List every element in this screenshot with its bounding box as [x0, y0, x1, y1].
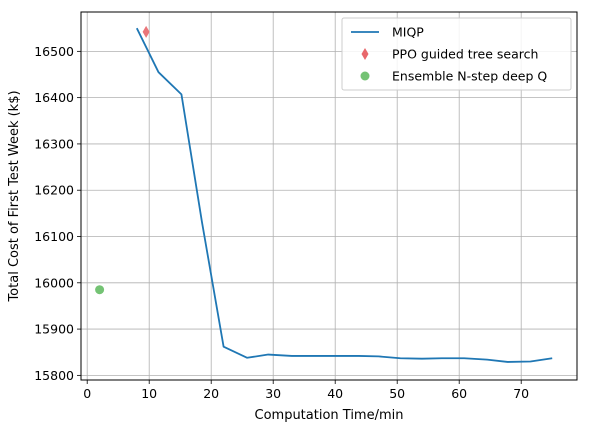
y-axis-label: Total Cost of First Test Week (k$) [7, 90, 22, 302]
legend-swatch-ensemble [360, 71, 370, 81]
x-tick-label: 10 [141, 386, 157, 401]
data-point-ppo [142, 25, 150, 38]
legend: MIQP PPO guided tree search Ensemble N-s… [341, 17, 572, 91]
x-tick-label: 20 [203, 386, 219, 401]
data-point-ensemble [95, 285, 105, 295]
x-tick-label: 50 [389, 386, 405, 401]
y-tick-label: 15800 [34, 368, 74, 383]
x-tick-label: 40 [327, 386, 343, 401]
legend-swatch-ppo [361, 48, 369, 60]
series-line-miqp [135, 27, 553, 363]
y-tick-label: 16500 [34, 44, 74, 59]
legend-label-ensemble: Ensemble N-step deep Q [392, 69, 547, 84]
y-axis-ticks: 15800 15900 16000 16100 16200 16300 16400 16500 [34, 44, 81, 383]
y-tick-label: 16000 [34, 275, 74, 290]
legend-box [341, 17, 572, 91]
y-tick-label: 16300 [34, 136, 74, 151]
x-axis-label: Computation Time/min [255, 408, 404, 423]
x-tick-label: 70 [513, 386, 529, 401]
plot-frame [80, 11, 578, 381]
legend-label-miqp: MIQP [392, 25, 424, 40]
y-tick-label: 16200 [34, 183, 74, 198]
x-tick-label: 60 [451, 386, 467, 401]
x-tick-label: 30 [265, 386, 281, 401]
y-tick-label: 16400 [34, 90, 74, 105]
x-axis-ticks: 0 10 20 30 40 50 60 70 [83, 380, 529, 401]
x-tick-label: 0 [83, 386, 91, 401]
y-tick-label: 16100 [34, 229, 74, 244]
series-layer [95, 25, 553, 363]
y-tick-label: 15900 [34, 322, 74, 337]
legend-label-ppo: PPO guided tree search [392, 47, 538, 62]
